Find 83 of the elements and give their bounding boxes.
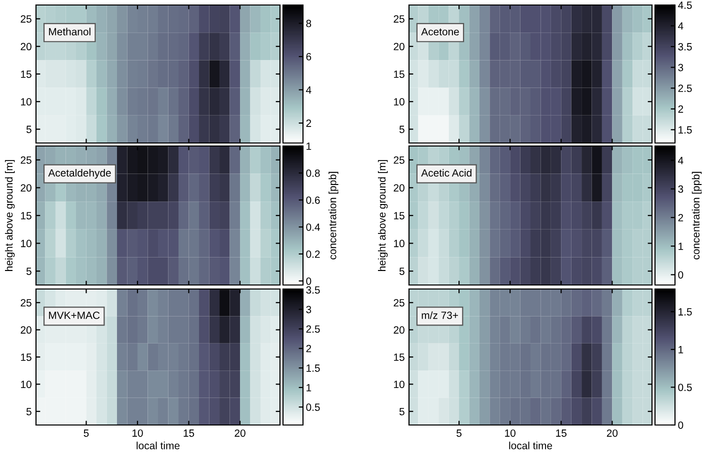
y-tick-label: 5 [399, 126, 404, 134]
y-tick-label: 15 [21, 354, 32, 361]
text: Methanol [49, 28, 90, 36]
color-bar-label: 1.5 [678, 308, 692, 316]
color-bar-label: 0.6 [306, 196, 320, 204]
y-tick-label: 10 [394, 240, 404, 248]
color-bar-label: 0.8 [306, 169, 320, 177]
y-axis-title: height above ground [m] [378, 160, 388, 271]
color-bar-label: 2 [306, 344, 312, 352]
color-bar-title: concentration [ppb] [692, 172, 702, 260]
x-tick-label: 10 [132, 429, 143, 437]
color-bar-label: 4 [678, 156, 684, 164]
color-bar-label: 3.5 [306, 286, 320, 294]
color-bar-label: 4 [678, 22, 684, 30]
x-tick-label: 5 [84, 430, 89, 437]
color-bar-label: 0 [678, 422, 684, 429]
color-bar-label: 8 [306, 20, 312, 28]
color-bar-label: 4 [306, 86, 312, 94]
color-bar-label: 0.5 [678, 384, 692, 392]
y-tick-label: 20 [394, 326, 404, 334]
y-tick-label: 20 [394, 42, 404, 50]
y-tick-label: 15 [394, 212, 404, 220]
y-axis-title: height above ground [m] [4, 160, 15, 271]
x-tick-label: 15 [184, 430, 194, 437]
y-tick-label: 20 [20, 326, 32, 334]
color-bar-title: concentration [ppb] [328, 172, 338, 260]
y-tick-label: 5 [26, 268, 32, 275]
y-tick-label: 5 [399, 268, 404, 275]
y-tick-label: 25 [394, 15, 404, 23]
color-bar-label: 1 [678, 242, 684, 250]
color-bar-label: 2 [678, 105, 684, 113]
color-bar-label: 2 [306, 120, 312, 127]
y-tick-label: 10 [21, 98, 32, 106]
color-bar-label: 3 [678, 64, 684, 72]
y-tick-label: 5 [26, 408, 32, 416]
x-tick-label: 10 [505, 429, 516, 437]
color-bar-label: 1 [678, 346, 684, 354]
y-tick-label: 5 [399, 408, 404, 416]
y-tick-label: 20 [20, 184, 32, 192]
x-tick-label: 20 [234, 429, 246, 437]
color-bar-label: 1.5 [678, 126, 692, 134]
color-bar-label: 2.5 [678, 84, 692, 92]
color-bar-label: 1 [306, 142, 312, 150]
y-tick-label: 25 [394, 299, 404, 306]
color-bar-label: 2 [678, 214, 684, 222]
color-bar-label: 0 [678, 271, 684, 279]
text: m/z 73+ [422, 311, 458, 319]
x-axis-title: local time [509, 442, 552, 450]
y-tick-label: 20 [20, 42, 32, 50]
text: Acetaldehyde [48, 168, 111, 179]
color-bar-label: 0 [306, 277, 312, 285]
color-bar-label: 0.5 [306, 404, 320, 411]
color-bar-label: 3 [306, 306, 312, 314]
color-bar-label: 2.5 [306, 325, 320, 333]
y-tick-label: 5 [26, 126, 32, 134]
y-tick-label: 25 [20, 156, 32, 164]
y-tick-label: 25 [20, 15, 32, 23]
color-bar-label: 4.5 [678, 2, 692, 9]
color-bar-label: 3 [678, 185, 684, 193]
y-tick-label: 10 [394, 380, 404, 388]
y-tick-label: 15 [21, 212, 32, 220]
text: MVK+MAC [49, 312, 100, 319]
y-tick-label: 10 [21, 380, 32, 388]
y-tick-label: 10 [394, 98, 404, 106]
y-tick-label: 15 [394, 70, 404, 78]
y-tick-label: 15 [21, 70, 32, 78]
color-bar-label: 1.5 [306, 364, 320, 372]
x-tick-label: 5 [456, 430, 462, 437]
text: Acetone [421, 28, 459, 36]
x-tick-label: 20 [606, 429, 618, 437]
y-tick-label: 20 [394, 184, 404, 192]
x-tick-label: 15 [556, 430, 566, 437]
y-tick-label: 15 [394, 354, 404, 361]
y-tick-label: 10 [21, 240, 32, 248]
text: Acetic Acid [421, 168, 472, 177]
y-tick-label: 25 [394, 156, 404, 164]
color-bar-label: 0.4 [306, 223, 320, 231]
x-axis-title: local time [136, 442, 180, 450]
color-bar-label: 1 [306, 384, 312, 392]
color-bar-label: 6 [306, 53, 312, 60]
color-bar-label: 3.5 [678, 43, 692, 50]
y-tick-label: 25 [20, 299, 32, 306]
color-bar-label: 0.2 [306, 250, 320, 258]
